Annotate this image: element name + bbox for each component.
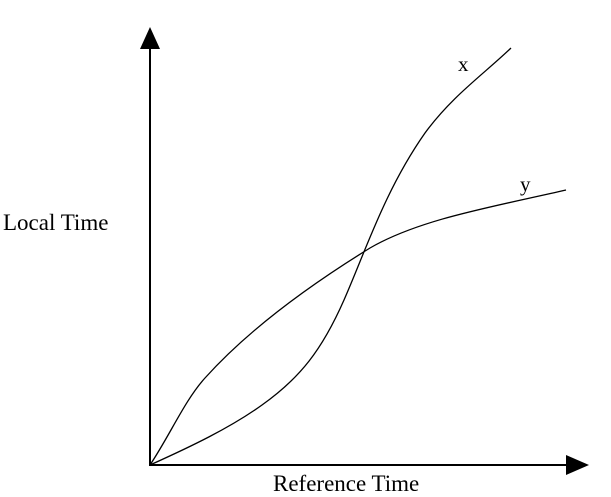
x-axis-arrowhead — [566, 455, 589, 475]
x-axis-label: Reference Time — [273, 471, 419, 496]
curve-x — [149, 47, 512, 466]
curve-y — [149, 189, 567, 466]
curve-x-label: x — [458, 52, 469, 76]
curve-y-label: y — [520, 172, 531, 196]
y-axis-arrowhead — [140, 27, 160, 49]
y-axis-label: Local Time — [3, 210, 108, 235]
